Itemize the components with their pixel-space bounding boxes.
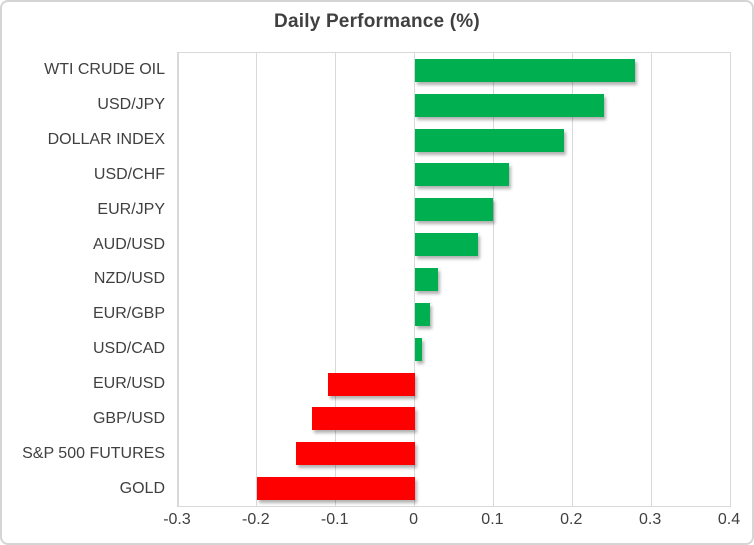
x-axis-label: 0.1 bbox=[481, 511, 504, 528]
category-label: EUR/JPY bbox=[97, 200, 165, 218]
category-axis: WTI CRUDE OIL USD/JPY DOLLAR INDEX USD/CHF E… bbox=[2, 53, 165, 506]
category-label: USD/JPY bbox=[97, 96, 165, 114]
bar bbox=[414, 128, 565, 152]
bar bbox=[414, 233, 478, 257]
bar bbox=[414, 337, 423, 361]
category-label: EUR/GBP bbox=[92, 305, 165, 323]
category-label: NZD/USD bbox=[93, 270, 165, 288]
bar bbox=[414, 163, 510, 187]
bar bbox=[414, 268, 439, 291]
gridline bbox=[335, 53, 337, 506]
bar bbox=[414, 58, 636, 82]
x-axis-label: 0.4 bbox=[717, 511, 741, 528]
gridline bbox=[729, 53, 731, 506]
x-axis-label: 0.2 bbox=[560, 511, 583, 528]
value-axis: -0.3 -0.2 -0.1 0 0.1 0.2 0.3 0.4 bbox=[163, 511, 740, 533]
gridline bbox=[650, 53, 652, 506]
category-label: WTI CRUDE OIL bbox=[44, 61, 165, 79]
bar bbox=[256, 477, 415, 501]
bar bbox=[312, 407, 415, 431]
x-axis-label: 0.3 bbox=[639, 511, 662, 528]
x-axis-label: -0.1 bbox=[320, 511, 349, 528]
category-label: USD/CAD bbox=[92, 340, 165, 358]
category-label: GOLD bbox=[119, 479, 165, 497]
gridline bbox=[571, 53, 573, 506]
chart-title: Daily Performance (%) bbox=[274, 11, 480, 32]
gridline bbox=[256, 53, 258, 506]
category-label: EUR/USD bbox=[92, 375, 165, 393]
category-label: S&P 500 FUTURES bbox=[22, 444, 165, 462]
bar bbox=[327, 372, 415, 396]
gridline bbox=[492, 53, 494, 506]
category-label: USD/CHF bbox=[93, 165, 165, 183]
plot-area bbox=[177, 52, 731, 507]
x-axis-label: -0.3 bbox=[163, 511, 191, 528]
category-label: GBP/USD bbox=[92, 409, 165, 427]
x-axis-label: 0 bbox=[409, 511, 419, 528]
bar bbox=[296, 442, 415, 466]
category-label: AUD/USD bbox=[92, 235, 165, 253]
category-label: DOLLAR INDEX bbox=[47, 131, 165, 149]
bar bbox=[414, 93, 604, 117]
bar bbox=[414, 302, 431, 326]
gridline bbox=[177, 53, 179, 506]
bar bbox=[414, 198, 494, 222]
x-axis-label: -0.2 bbox=[242, 511, 270, 528]
